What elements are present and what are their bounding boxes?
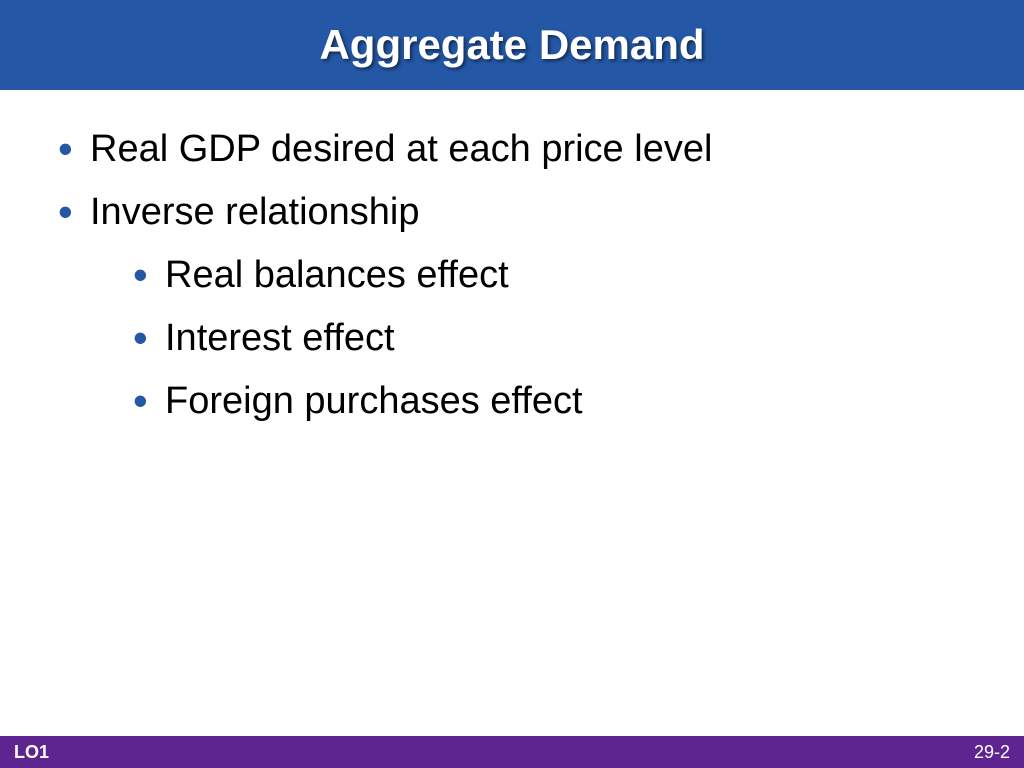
slide-content: Real GDP desired at each price level Inv… bbox=[0, 90, 1024, 430]
list-item: Real GDP desired at each price level bbox=[50, 120, 974, 179]
list-item: Real balances effect bbox=[125, 246, 974, 305]
slide-number: 29-2 bbox=[974, 742, 1010, 763]
bullet-list: Real GDP desired at each price level Inv… bbox=[50, 120, 974, 430]
list-item: Interest effect bbox=[125, 309, 974, 368]
list-item: Foreign purchases effect bbox=[125, 372, 974, 431]
learning-objective-label: LO1 bbox=[14, 742, 49, 763]
list-item: Inverse relationship bbox=[50, 183, 974, 242]
slide-footer: LO1 29-2 bbox=[0, 736, 1024, 768]
slide-header: Aggregate Demand bbox=[0, 0, 1024, 90]
slide-title: Aggregate Demand bbox=[319, 21, 704, 69]
